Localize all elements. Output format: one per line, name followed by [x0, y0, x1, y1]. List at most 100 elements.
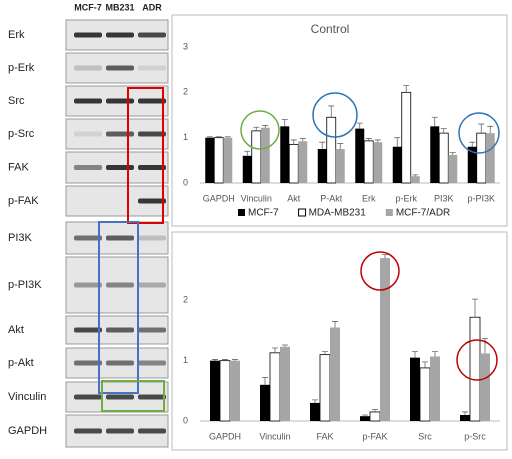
row-label: Akt	[8, 324, 24, 336]
highlight-circle	[312, 92, 358, 138]
blot-band	[138, 282, 166, 288]
bar	[330, 327, 340, 421]
x-tick-label: p-PI3K	[467, 193, 495, 203]
bar	[230, 360, 240, 421]
bar	[280, 126, 290, 183]
blot-band	[138, 394, 166, 400]
blot-band	[74, 32, 102, 38]
legend-label: MDA-MB231	[309, 208, 367, 219]
bar	[480, 353, 490, 421]
blot-band	[106, 98, 134, 104]
error-bar	[232, 359, 238, 361]
blot-band	[74, 428, 102, 434]
error-bar	[382, 254, 388, 259]
blot-band	[106, 428, 134, 434]
bar	[419, 367, 431, 422]
bar	[360, 416, 370, 421]
y-tick-label: 0	[183, 177, 188, 187]
y-tick-label: 1	[183, 132, 188, 142]
bar	[363, 140, 374, 184]
blot-band	[138, 65, 166, 71]
highlight-box	[101, 380, 165, 412]
error-bar	[253, 126, 260, 131]
bar	[373, 142, 383, 183]
legend-swatch	[298, 208, 307, 217]
blot-band	[74, 327, 102, 333]
bar	[310, 402, 320, 421]
row-label: p-FAK	[8, 195, 39, 207]
bar	[430, 126, 440, 183]
bar	[448, 154, 458, 183]
error-bar	[224, 136, 231, 138]
error-bar	[365, 138, 372, 141]
blot-band	[106, 32, 134, 38]
bar	[369, 411, 381, 422]
error-bar	[440, 128, 447, 134]
bar	[467, 146, 477, 183]
bar	[335, 149, 345, 183]
bar	[476, 132, 487, 184]
error-bar	[374, 139, 381, 143]
bar	[485, 133, 495, 183]
error-bar	[262, 377, 268, 385]
blot-band	[106, 131, 134, 137]
error-bar	[487, 125, 494, 134]
bar	[269, 352, 281, 422]
error-bar	[281, 119, 288, 127]
error-bar	[222, 359, 228, 361]
blot-band	[138, 235, 166, 241]
error-bar	[356, 122, 363, 129]
y-tick-label: 3	[183, 41, 188, 51]
bar	[260, 127, 270, 183]
error-bar	[212, 359, 218, 361]
bar	[260, 384, 270, 421]
bar	[251, 130, 262, 184]
x-tick-label: p-FAK	[362, 431, 387, 441]
chart-title: Control	[311, 22, 350, 36]
bar	[469, 316, 481, 422]
bar	[410, 176, 420, 183]
highlight-circle	[240, 110, 280, 150]
error-bar	[432, 351, 438, 357]
blot-band	[74, 65, 102, 71]
blot-band	[74, 98, 102, 104]
highlight-box	[127, 87, 164, 224]
error-bar	[394, 137, 401, 147]
x-tick-label: Vinculin	[259, 431, 290, 441]
error-bar	[319, 141, 326, 149]
error-bar	[328, 105, 335, 118]
error-bar	[244, 150, 251, 156]
error-bar	[412, 174, 419, 177]
bar	[288, 144, 299, 184]
bar	[380, 258, 390, 421]
legend-label: MCF-7/ADR	[396, 208, 450, 219]
blot-band	[74, 235, 102, 241]
blot-band	[106, 394, 134, 400]
row-label: FAK	[8, 161, 29, 173]
error-bar	[372, 409, 378, 412]
row-label: PI3K	[8, 232, 33, 244]
blot-band	[138, 32, 166, 38]
x-tick-label: p-Src	[464, 431, 486, 441]
column-label: MB231	[105, 2, 134, 12]
y-tick-label: 0	[183, 415, 188, 425]
blot-band	[138, 360, 166, 366]
blot-band	[74, 394, 102, 400]
row-label: GAPDH	[8, 425, 47, 437]
blot-panel: MCF-7 MB231 ADR Erk p-Erk Src p-Src FAK p-FAK PI3…	[8, 2, 169, 448]
error-bar	[312, 399, 318, 403]
error-bar	[322, 351, 328, 355]
row-label: Src	[8, 95, 25, 107]
bar	[213, 137, 224, 184]
blot-band	[74, 360, 102, 366]
y-tick-label: 2	[183, 87, 188, 97]
bar	[219, 360, 231, 422]
bar	[401, 91, 412, 184]
row-label: p-PI3K	[8, 279, 42, 291]
blot-band	[138, 98, 166, 104]
x-tick-label: PI3K	[434, 193, 454, 203]
blot-band	[106, 165, 134, 170]
x-tick-label: FAK	[316, 431, 333, 441]
error-bar	[262, 125, 269, 128]
chart-frame	[171, 14, 508, 227]
